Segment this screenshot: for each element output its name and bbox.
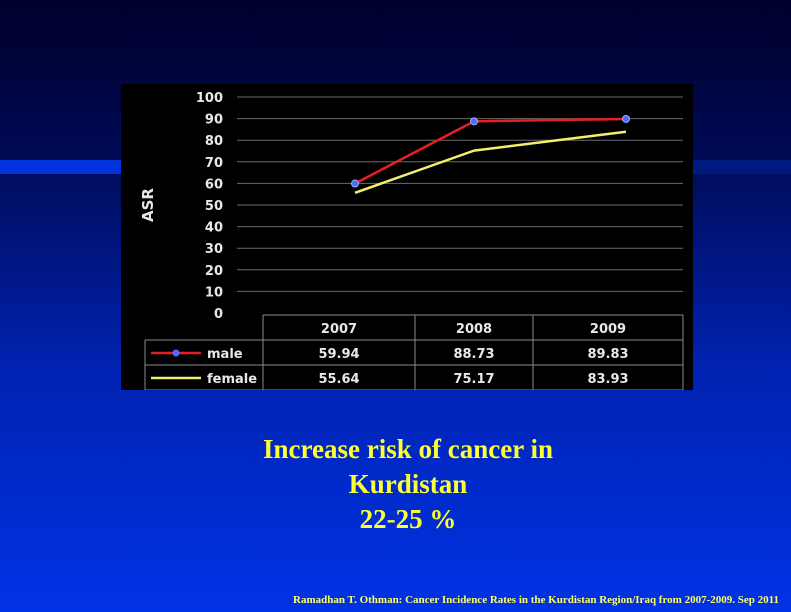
caption-line-2: Kurdistan [348, 469, 468, 499]
y-tick-label: 100 [196, 91, 223, 106]
table-value: 59.94 [318, 347, 359, 362]
y-tick-label: 0 [214, 307, 223, 322]
legend-marker-male [172, 349, 180, 357]
table-value: 83.93 [587, 372, 628, 387]
chart-panel: 0 10 20 30 40 50 60 70 80 90 100 ASR 2007 2008 2009 mal… [121, 84, 693, 390]
table-value: 75.17 [453, 372, 494, 387]
line-chart: 0 10 20 30 40 50 60 70 80 90 100 ASR 2007 2008 2009 mal… [139, 91, 684, 390]
caption-line-1: Increase risk of cancer in [263, 434, 553, 464]
y-tick-label: 50 [205, 199, 223, 214]
x-category-label: 2008 [456, 322, 492, 337]
table-value: 88.73 [453, 347, 494, 362]
y-tick-label: 70 [205, 156, 223, 171]
decorative-band-left [0, 160, 123, 174]
x-category-label: 2007 [321, 322, 357, 337]
slide-caption: Increase risk of cancer in Kurdistan 22-… [230, 432, 586, 537]
y-tick-label: 60 [205, 177, 223, 192]
caption-line-3: 22-25 % [359, 504, 457, 534]
y-tick-label: 40 [205, 221, 223, 236]
y-tick-label: 30 [205, 242, 223, 257]
x-category-label: 2009 [590, 322, 626, 337]
decorative-band-right [693, 160, 791, 174]
y-tick-label: 90 [205, 113, 223, 128]
data-point-male [622, 114, 630, 123]
legend-label-male: male [207, 347, 243, 362]
y-tick-label: 20 [205, 264, 223, 279]
legend-label-female: female [207, 372, 257, 387]
data-point-male [470, 117, 478, 126]
series-line-female [354, 130, 627, 194]
data-point-male [351, 179, 359, 188]
source-footnote: Ramadhan T. Othman: Cancer Incidence Rat… [293, 594, 779, 606]
table-value: 89.83 [587, 347, 628, 362]
table-value: 55.64 [318, 372, 359, 387]
y-tick-label: 80 [205, 134, 223, 149]
series-line-male [354, 117, 627, 185]
y-axis-label: ASR [139, 188, 157, 222]
y-tick-label: 10 [205, 285, 223, 300]
